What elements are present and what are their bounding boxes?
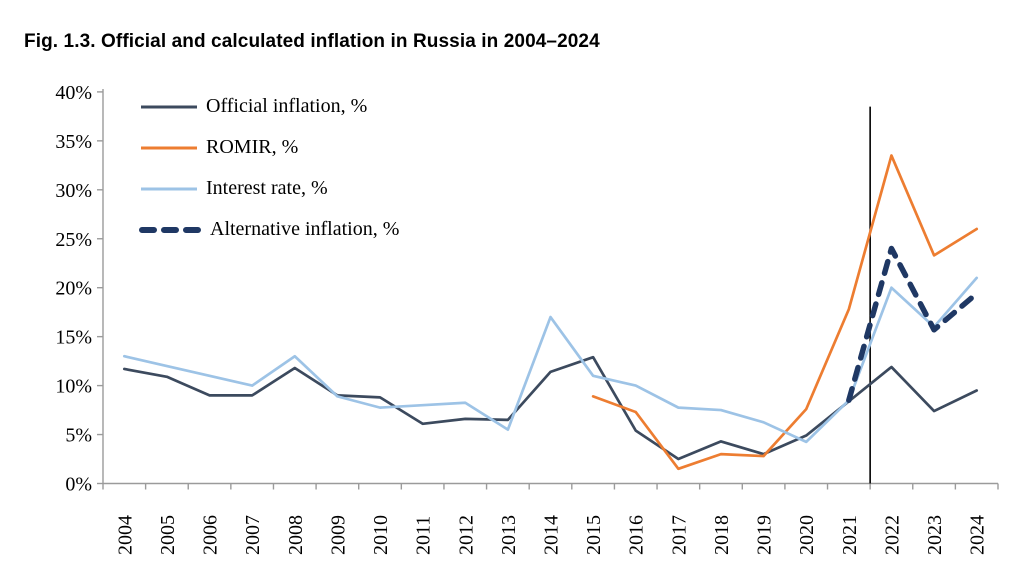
legend-label-alternative-inflation: Alternative inflation, % xyxy=(210,218,400,240)
svg-text:2010: 2010 xyxy=(370,515,392,555)
figure-title: Fig. 1.3. Official and calculated inflat… xyxy=(24,31,600,52)
svg-text:2004: 2004 xyxy=(114,515,136,555)
legend-label-official-inflation: Official inflation, % xyxy=(206,95,368,117)
svg-text:2012: 2012 xyxy=(455,515,477,555)
svg-text:2013: 2013 xyxy=(498,515,520,555)
svg-text:2016: 2016 xyxy=(626,515,648,555)
legend-item-alternative-inflation: Alternative inflation, % xyxy=(139,209,399,250)
svg-text:2014: 2014 xyxy=(541,515,563,555)
svg-text:2017: 2017 xyxy=(668,515,690,555)
legend: Official inflation, % ROMIR, % Interest … xyxy=(139,86,399,250)
svg-text:2023: 2023 xyxy=(924,515,946,555)
svg-text:40%: 40% xyxy=(55,82,92,104)
svg-text:2019: 2019 xyxy=(754,515,776,555)
legend-line-romir-icon xyxy=(141,146,197,149)
svg-text:15%: 15% xyxy=(55,327,92,349)
legend-item-romir: ROMIR, % xyxy=(139,127,399,168)
svg-text:2024: 2024 xyxy=(967,515,989,555)
legend-line-alternative-inflation-icon xyxy=(139,226,203,233)
legend-label-romir: ROMIR, % xyxy=(206,136,299,158)
svg-text:2008: 2008 xyxy=(285,515,307,555)
svg-text:2011: 2011 xyxy=(413,516,435,555)
svg-text:30%: 30% xyxy=(55,180,92,202)
legend-item-official-inflation: Official inflation, % xyxy=(139,86,399,127)
svg-text:5%: 5% xyxy=(65,425,92,447)
svg-text:2020: 2020 xyxy=(796,515,818,555)
legend-label-interest-rate: Interest rate, % xyxy=(206,177,328,199)
svg-text:2009: 2009 xyxy=(327,515,349,555)
legend-item-interest-rate: Interest rate, % xyxy=(139,168,399,209)
svg-text:2022: 2022 xyxy=(881,515,903,555)
svg-text:20%: 20% xyxy=(55,278,92,300)
svg-text:2018: 2018 xyxy=(711,515,733,555)
svg-text:2007: 2007 xyxy=(242,515,264,555)
legend-line-official-icon xyxy=(141,105,197,108)
svg-text:10%: 10% xyxy=(55,376,92,398)
svg-text:2021: 2021 xyxy=(839,515,861,555)
legend-line-interest-rate-icon xyxy=(141,187,197,190)
svg-text:2015: 2015 xyxy=(583,515,605,555)
svg-text:2006: 2006 xyxy=(200,515,222,555)
svg-text:2005: 2005 xyxy=(157,515,179,555)
svg-text:0%: 0% xyxy=(65,474,92,496)
svg-text:25%: 25% xyxy=(55,229,92,251)
svg-text:35%: 35% xyxy=(55,131,92,153)
